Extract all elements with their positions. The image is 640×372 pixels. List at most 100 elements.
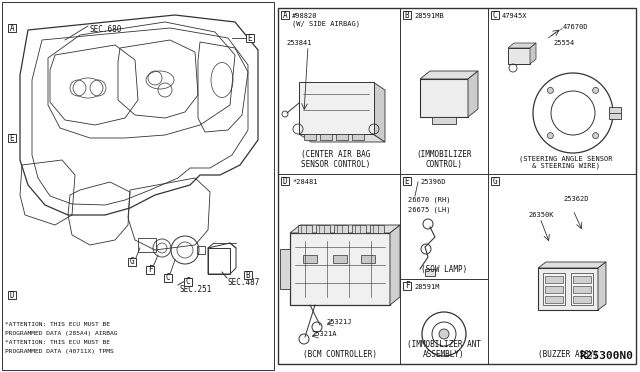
Bar — [573, 286, 591, 293]
Bar — [370, 225, 384, 233]
Text: 253841: 253841 — [286, 40, 312, 46]
Text: E: E — [404, 176, 410, 186]
Text: 25396D: 25396D — [420, 179, 445, 185]
Bar — [278, 8, 636, 364]
Polygon shape — [598, 262, 606, 310]
Text: *ATTENTION: THIS ECU MUST BE: *ATTENTION: THIS ECU MUST BE — [5, 322, 110, 327]
Bar — [244, 271, 252, 279]
Text: (CENTER AIR BAG
SENSOR CONTROL): (CENTER AIR BAG SENSOR CONTROL) — [301, 150, 371, 169]
Text: SEC.251: SEC.251 — [180, 285, 212, 294]
Bar — [491, 177, 499, 185]
Circle shape — [547, 87, 554, 93]
Bar — [320, 134, 332, 140]
Text: (IMMOBILIZER ANT
ASSEMBLY): (IMMOBILIZER ANT ASSEMBLY) — [407, 340, 481, 359]
Bar — [545, 286, 563, 293]
Bar — [352, 134, 364, 140]
Bar — [146, 266, 154, 274]
Bar — [280, 249, 290, 289]
Text: 25554: 25554 — [553, 40, 574, 46]
Polygon shape — [299, 134, 385, 142]
Bar — [299, 82, 374, 134]
Polygon shape — [420, 71, 478, 79]
Text: 28591M: 28591M — [414, 284, 440, 290]
Text: F: F — [404, 282, 410, 291]
Text: D: D — [283, 176, 287, 186]
Bar — [290, 233, 390, 305]
Bar — [208, 248, 230, 274]
Bar — [281, 11, 289, 19]
Text: *ATTENTION: THIS ECU MUST BE: *ATTENTION: THIS ECU MUST BE — [5, 340, 110, 345]
Polygon shape — [373, 82, 385, 142]
Bar — [403, 177, 411, 185]
Bar — [508, 48, 530, 64]
Bar — [336, 134, 348, 140]
Bar — [197, 246, 205, 254]
Bar — [420, 79, 468, 117]
Text: G: G — [130, 257, 134, 266]
Circle shape — [547, 133, 554, 139]
Text: 47670D: 47670D — [563, 24, 589, 30]
Bar — [8, 291, 16, 299]
Text: 26670 (RH): 26670 (RH) — [408, 196, 451, 202]
Bar — [333, 255, 347, 263]
Bar — [281, 177, 289, 185]
Bar — [334, 225, 348, 233]
Text: PROGRAMMED DATA (40711X) TPMS: PROGRAMMED DATA (40711X) TPMS — [5, 349, 114, 354]
Bar — [573, 296, 591, 303]
Bar — [128, 258, 136, 266]
Text: 26675 (LH): 26675 (LH) — [408, 206, 451, 212]
Bar — [545, 296, 563, 303]
Bar — [303, 255, 317, 263]
Text: (SOW LAMP): (SOW LAMP) — [421, 265, 467, 274]
Bar — [425, 269, 435, 276]
Text: 25321J: 25321J — [326, 319, 351, 325]
Text: 28591MB: 28591MB — [414, 13, 444, 19]
Bar — [432, 117, 456, 124]
Bar — [246, 34, 254, 42]
Text: (STEERING ANGLE SENSOR
& STEERING WIRE): (STEERING ANGLE SENSOR & STEERING WIRE) — [519, 155, 612, 169]
Text: (BUZZER ASSY): (BUZZER ASSY) — [538, 350, 598, 359]
Polygon shape — [508, 43, 536, 48]
Text: 25362D: 25362D — [563, 196, 589, 202]
Text: D: D — [10, 291, 14, 299]
Text: B: B — [246, 270, 250, 279]
Text: A: A — [10, 23, 14, 32]
Bar — [316, 225, 330, 233]
Polygon shape — [530, 43, 536, 64]
Text: PROGRAMMED DATA (285A4) AIRBAG: PROGRAMMED DATA (285A4) AIRBAG — [5, 331, 118, 336]
Text: (IMMOBILIZER
CONTROL): (IMMOBILIZER CONTROL) — [416, 150, 472, 169]
Bar — [298, 225, 312, 233]
Polygon shape — [538, 262, 606, 268]
Bar — [352, 225, 366, 233]
Bar — [609, 107, 621, 119]
Text: *28481: *28481 — [292, 179, 317, 185]
Bar — [543, 273, 565, 305]
Text: G: G — [493, 176, 497, 186]
Text: E: E — [248, 33, 252, 42]
Circle shape — [593, 87, 598, 93]
Text: SEC.487: SEC.487 — [228, 278, 260, 287]
Polygon shape — [468, 71, 478, 117]
Circle shape — [439, 329, 449, 339]
Text: C: C — [166, 273, 170, 282]
Bar — [138, 238, 156, 252]
Bar — [2, 2, 274, 370]
Bar — [361, 255, 375, 263]
Text: SEC.680: SEC.680 — [90, 25, 122, 34]
Text: C: C — [186, 278, 190, 286]
Bar — [184, 278, 192, 286]
Bar — [538, 268, 598, 310]
Bar — [571, 273, 593, 305]
Text: 47945X: 47945X — [502, 13, 527, 19]
Text: (BCM CONTROLLER): (BCM CONTROLLER) — [303, 350, 377, 359]
Bar — [8, 24, 16, 32]
Bar — [403, 11, 411, 19]
Bar — [403, 282, 411, 290]
Polygon shape — [390, 225, 400, 305]
Polygon shape — [290, 225, 400, 233]
Text: R25300N0: R25300N0 — [579, 351, 633, 361]
Bar — [573, 276, 591, 283]
Bar — [491, 11, 499, 19]
Text: B: B — [404, 10, 410, 19]
Bar — [164, 274, 172, 282]
